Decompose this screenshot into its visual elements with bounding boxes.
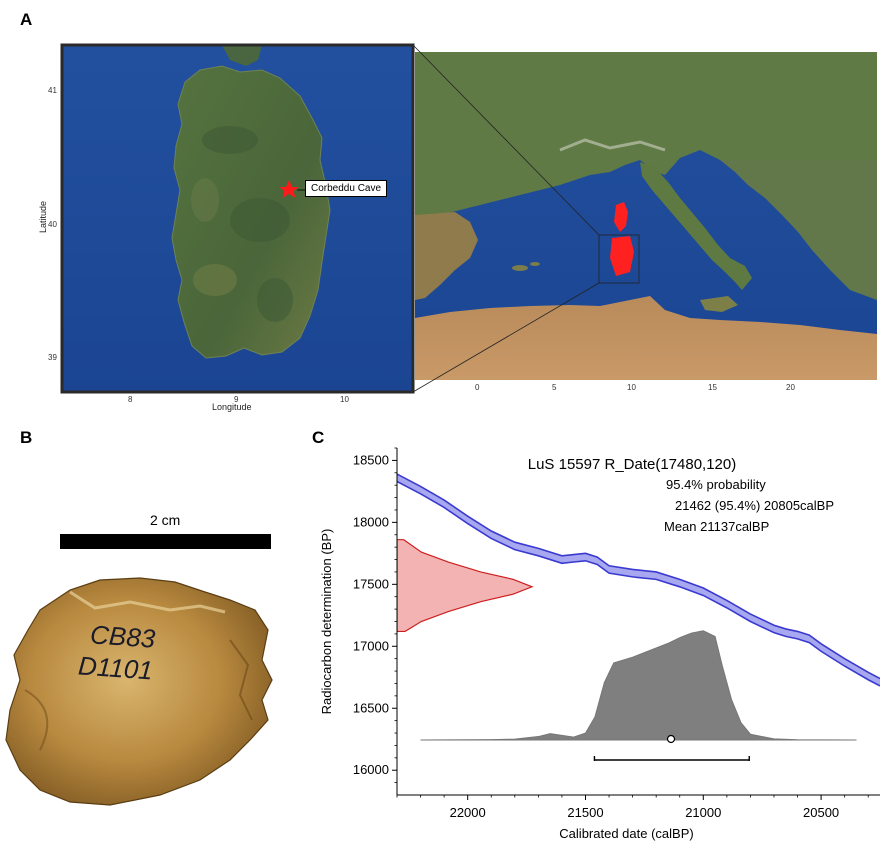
y-tick-label-17000: 17000 — [353, 638, 389, 653]
lon-tick-8: 8 — [128, 395, 133, 404]
lon-tick-9: 9 — [234, 395, 239, 404]
panel-label-b: B — [20, 428, 33, 447]
calibration-curve-lower — [397, 480, 880, 687]
lon-tick-10: 10 — [340, 395, 349, 404]
lat-tick-39: 39 — [48, 353, 57, 362]
annotation-range: 21462 (95.4%) 20805calBP — [675, 498, 834, 513]
scale-label: 2 cm — [150, 512, 181, 528]
x-axis-title: Calibrated date (calBP) — [559, 826, 693, 841]
y-tick-label-17500: 17500 — [353, 576, 389, 591]
europe-map — [415, 52, 877, 380]
specimen-inscription-2: D1101 — [77, 650, 154, 685]
mean-marker — [666, 734, 676, 744]
x-tick-label-21500: 21500 — [567, 805, 603, 820]
sardinia-map — [62, 45, 413, 392]
calibration-curve-band — [397, 474, 880, 686]
site-star-icon — [279, 180, 299, 198]
specimen-photo: CB83 D1101 — [5, 577, 273, 806]
y-tick-label-18000: 18000 — [353, 514, 389, 529]
x-tick-label-22000: 22000 — [450, 805, 486, 820]
radiocarbon-density — [397, 539, 534, 633]
x-tick-label-21000: 21000 — [685, 805, 721, 820]
y-tick-label-18500: 18500 — [353, 452, 389, 467]
calibration-curve-upper — [397, 473, 880, 680]
y-tick-label-16000: 16000 — [353, 762, 389, 777]
longitude-label: Longitude — [212, 402, 252, 412]
europe-lon-tick-10: 10 — [627, 383, 636, 392]
chart-title: LuS 15597 R_Date(17480,120) — [528, 456, 737, 473]
europe-lon-tick-0: 0 — [475, 383, 480, 392]
map-panel — [60, 43, 877, 394]
panel-label-a: A — [20, 10, 33, 29]
specimen-inscription-1: CB83 — [89, 619, 157, 654]
zoom-line-bottom — [412, 282, 600, 393]
y-tick-label-16500: 16500 — [353, 700, 389, 715]
sardinia-map-frame — [60, 43, 415, 394]
europe-lon-tick-20: 20 — [786, 383, 795, 392]
panel-label-c: C — [312, 428, 325, 447]
y-axis-title: Radiocarbon determination (BP) — [319, 529, 334, 715]
lat-tick-41: 41 — [48, 86, 57, 95]
annotation-mean: Mean 21137calBP — [664, 519, 769, 534]
zoom-line-top — [412, 44, 600, 236]
plot-area — [397, 473, 880, 761]
lat-tick-40: 40 — [48, 220, 57, 229]
calibrated-density — [420, 630, 857, 741]
x-tick-label-20500: 20500 — [803, 805, 839, 820]
latitude-label: Latitude — [38, 200, 48, 234]
site-callout: Corbeddu Cave — [305, 180, 388, 197]
annotation-probability: 95.4% probability — [666, 477, 766, 492]
inset-box — [598, 234, 640, 284]
europe-lon-tick-5: 5 — [552, 383, 557, 392]
scale-bar — [60, 534, 271, 549]
europe-lon-tick-15: 15 — [708, 383, 717, 392]
sardinia-highlight — [610, 202, 634, 276]
